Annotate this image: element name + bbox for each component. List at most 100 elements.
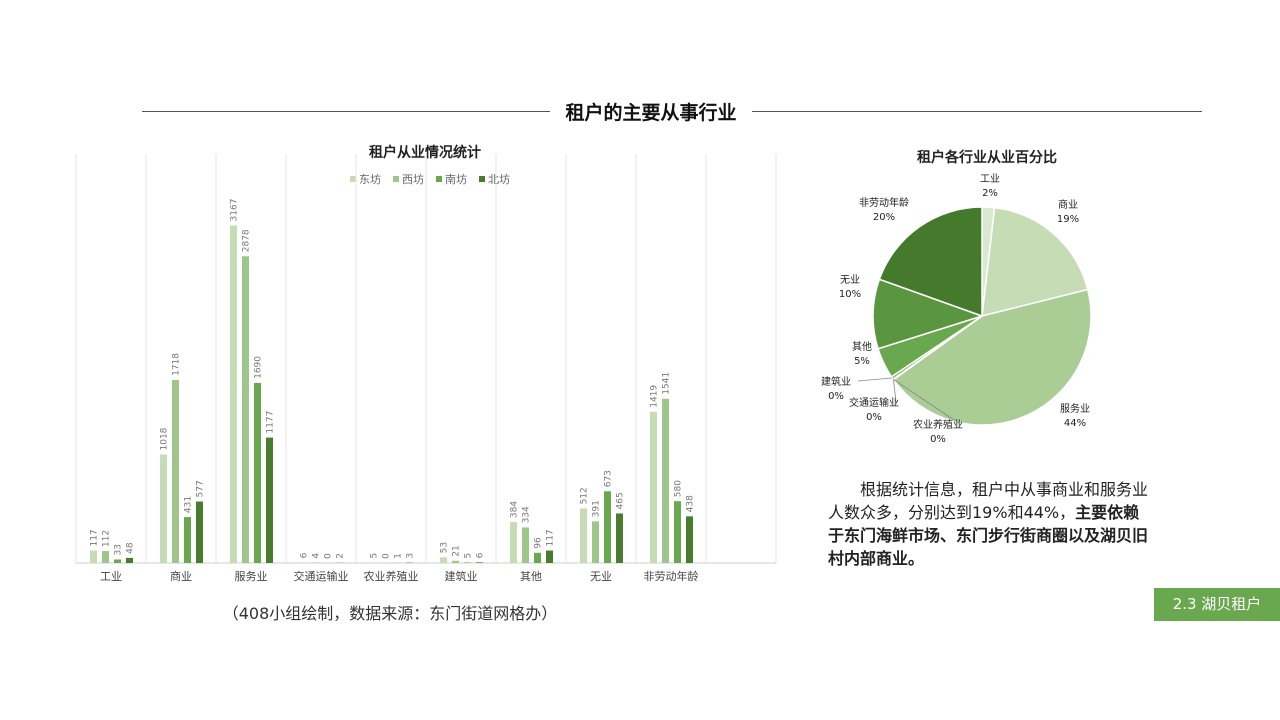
bar-1-3: [196, 501, 203, 563]
data-label-6-2: 96: [534, 537, 544, 549]
pie-percent-2: 44%: [1064, 418, 1086, 429]
data-label-1-3: 577: [196, 480, 206, 497]
data-label-1-0: 1018: [160, 427, 170, 450]
bar-6-0: [510, 522, 517, 563]
data-label-0-3: 48: [126, 542, 136, 554]
pie-label-3: 交通运输业: [849, 396, 899, 409]
legend-label-2: 南坊: [445, 172, 467, 186]
title-rule-right: [752, 111, 1202, 112]
data-label-8-3: 438: [686, 495, 696, 512]
bar-0-0: [90, 550, 97, 563]
pie-percent-5: 0%: [828, 391, 844, 402]
data-label-1-2: 431: [184, 496, 194, 513]
bar-2-3: [266, 437, 273, 563]
bar-7-2: [604, 491, 611, 563]
data-label-5-0: 53: [440, 542, 450, 553]
x-tick-label-2: 服务业: [235, 570, 268, 583]
bar-0-3: [126, 557, 133, 563]
bar-5-0: [440, 557, 447, 563]
pie-leader-4: [892, 378, 961, 425]
data-label-4-1: 0: [382, 553, 392, 559]
pie-slice-2: [892, 288, 1092, 426]
data-label-2-0: 3167: [230, 199, 240, 222]
analysis-note: 根据统计信息，租户中从事商业和服务业人数众多，分别达到19%和44%，主要依赖于…: [828, 478, 1148, 570]
pie-slice-8: [878, 206, 983, 318]
data-label-8-2: 580: [674, 480, 684, 497]
bar-8-1: [662, 398, 669, 563]
x-tick-label-8: 非劳动年龄: [644, 569, 699, 583]
data-label-0-1: 112: [102, 530, 112, 547]
data-label-7-3: 465: [616, 492, 626, 509]
title-rule-left: [142, 111, 550, 112]
data-label-5-2: 5: [464, 553, 474, 559]
data-label-0-0: 117: [90, 529, 100, 546]
note-text: 根据统计信息，租户中从事商业和服务业人数众多，分别达到19%和44%，: [828, 480, 1149, 522]
bar-2-0: [230, 225, 237, 563]
page-title: 租户的主要从事行业: [565, 102, 737, 124]
bar-8-2: [674, 501, 681, 563]
data-label-7-1: 391: [592, 500, 602, 517]
data-label-4-3: 3: [406, 553, 416, 559]
data-label-6-0: 384: [510, 501, 520, 518]
bar-2-1: [242, 256, 249, 563]
pie-label-6: 其他: [852, 340, 872, 353]
bar-0-2: [114, 559, 121, 563]
data-label-3-0: 6: [300, 552, 310, 558]
data-source-caption: （408小组绘制，数据来源：东门街道网格办）: [222, 604, 558, 623]
pie-leader-5: [857, 377, 893, 382]
pie-percent-0: 2%: [982, 188, 998, 199]
note-bold-text: 主要依赖于东门海鲜市场、东门步行街商圈以及湖贝旧村内部商业。: [828, 503, 1149, 568]
bar-5-2: [464, 562, 471, 563]
bar-5-3: [476, 562, 483, 563]
bar-1-2: [184, 517, 191, 563]
pie-label-4: 农业养殖业: [913, 418, 963, 431]
x-tick-label-0: 工业: [100, 570, 122, 583]
legend-swatch-1: [393, 176, 399, 182]
bar-5-1: [452, 560, 459, 563]
legend-swatch-0: [350, 176, 356, 182]
pie-percent-4: 0%: [930, 434, 946, 445]
pie-percent-6: 5%: [854, 356, 870, 367]
bar-chart-title: 租户从业情况统计: [369, 144, 481, 161]
pie-label-5: 建筑业: [821, 375, 851, 388]
data-label-1-1: 1718: [172, 353, 182, 376]
pie-percent-7: 10%: [839, 289, 861, 300]
bar-4-0: [370, 562, 377, 563]
data-label-5-1: 21: [452, 545, 462, 556]
data-label-6-1: 334: [522, 506, 532, 523]
data-label-7-0: 512: [580, 487, 590, 504]
section-tag: 2.3 湖贝租户: [1154, 588, 1280, 621]
data-label-4-0: 5: [370, 553, 380, 559]
pie-leader-3: [893, 379, 897, 403]
data-label-7-2: 673: [604, 470, 614, 487]
pie-percent-1: 19%: [1057, 214, 1079, 225]
data-label-6-3: 117: [546, 529, 556, 546]
data-label-8-0: 1419: [650, 385, 660, 408]
pie-slice-1: [981, 206, 1089, 317]
bar-6-1: [522, 527, 529, 563]
data-label-5-3: 6: [476, 552, 486, 558]
bar-7-3: [616, 513, 623, 563]
data-label-3-1: 4: [312, 553, 322, 559]
pie-slice-7: [872, 278, 985, 350]
bar-2-2: [254, 382, 261, 563]
bar-6-2: [534, 552, 541, 563]
bar-7-0: [580, 508, 587, 563]
data-label-0-2: 33: [114, 544, 124, 555]
bar-8-3: [686, 516, 693, 563]
pie-label-8: 非劳动年龄: [859, 196, 909, 209]
data-label-2-2: 1690: [254, 356, 264, 379]
data-label-3-3: 2: [336, 553, 346, 559]
data-label-8-1: 1541: [662, 372, 672, 395]
x-tick-label-1: 商业: [170, 569, 192, 583]
pie-label-1: 商业: [1058, 198, 1078, 211]
x-tick-label-6: 其他: [520, 570, 542, 583]
data-label-2-1: 2878: [242, 229, 252, 252]
bar-7-1: [592, 521, 599, 563]
x-tick-label-7: 无业: [590, 570, 612, 583]
bar-6-3: [546, 550, 553, 563]
pie-chart-title: 租户各行业从业百分比: [917, 149, 1057, 166]
bar-0-1: [102, 551, 109, 563]
legend-label-1: 西坊: [402, 172, 424, 186]
pie-percent-3: 0%: [866, 412, 882, 423]
